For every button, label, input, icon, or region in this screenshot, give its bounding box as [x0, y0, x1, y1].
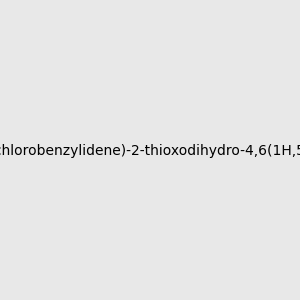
Text: 5-(4-sec-butoxy-3-chlorobenzylidene)-2-thioxodihydro-4,6(1H,5H)-pyrimidinedione: 5-(4-sec-butoxy-3-chlorobenzylidene)-2-t… [0, 145, 300, 158]
